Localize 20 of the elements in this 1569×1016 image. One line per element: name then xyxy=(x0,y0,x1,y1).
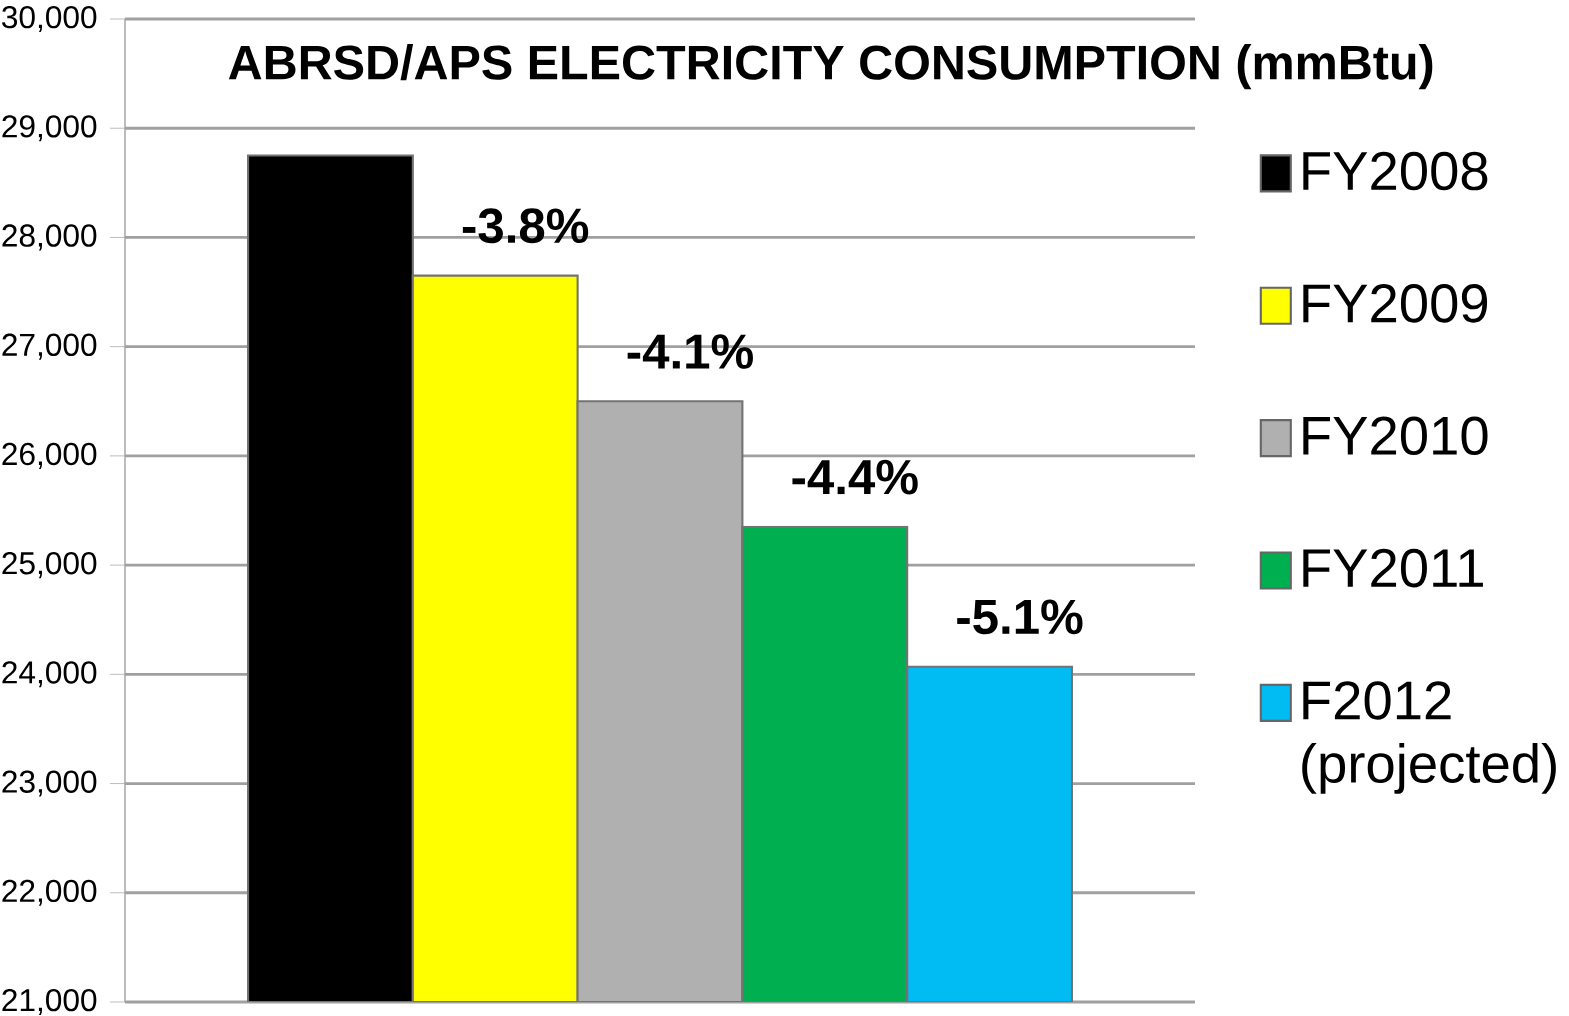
y-tick-label: 28,000 xyxy=(2,224,97,251)
y-tick-label: 22,000 xyxy=(2,879,97,906)
annotation: -5.1% xyxy=(957,599,1083,635)
y-tick-label: 30,000 xyxy=(2,5,97,33)
y-tick-label: 24,000 xyxy=(2,661,97,688)
y-tick-label: 23,000 xyxy=(2,770,97,797)
legend-label: F2012 (projected) xyxy=(1302,681,1556,794)
legend-label: FY2009 xyxy=(1303,284,1488,323)
chart-title: ABRSD/APS ELECTRICITY CONSUMPTION (mmBtu) xyxy=(228,44,1433,90)
y-tick-label: 25,000 xyxy=(2,552,97,579)
y-tick-label: 27,000 xyxy=(2,333,97,360)
legend-label: FY2010 xyxy=(1303,416,1488,456)
annotation: -4.1% xyxy=(627,334,753,369)
y-tick-label: 29,000 xyxy=(2,115,97,142)
annotation: -3.8% xyxy=(462,208,589,244)
annotation: -4.4% xyxy=(792,459,918,495)
legend-label: FY2011 xyxy=(1303,548,1483,588)
legend-label: FY2008 xyxy=(1303,151,1488,191)
y-tick-label: 21,000 xyxy=(2,988,97,1016)
y-tick-label: 26,000 xyxy=(2,442,97,469)
